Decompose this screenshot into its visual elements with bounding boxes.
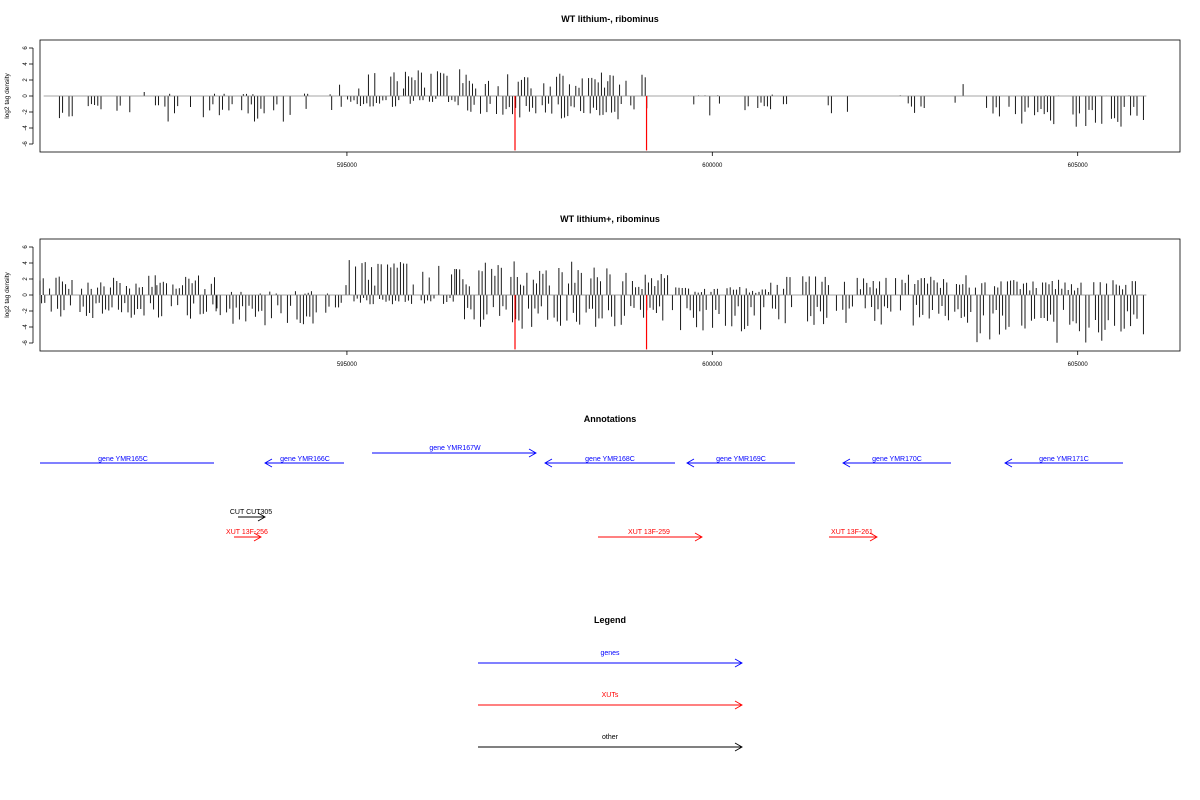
panel-lithium-minus: WT lithium-, ribominus log2 tag density … bbox=[4, 14, 1181, 169]
y-axis: -6 -4 -2 0 2 4 6 bbox=[23, 46, 34, 147]
gene-label: gene YMR171C bbox=[1039, 456, 1089, 463]
feature-label: XUT 13F-256 bbox=[226, 529, 268, 536]
gene-label: gene YMR166C bbox=[280, 456, 330, 463]
x-axis: 595000 600000 605000 bbox=[337, 152, 1088, 169]
arrowhead-right-icon bbox=[734, 700, 743, 710]
arrowhead-right-icon bbox=[528, 448, 537, 458]
y-tick-label: 4 bbox=[23, 261, 29, 265]
x-tick-label: 595000 bbox=[337, 163, 358, 169]
density-bars bbox=[58, 69, 1144, 127]
y-tick-label: -4 bbox=[23, 125, 29, 131]
panel-lithium-plus: WT lithium+, ribominus log2 tag density … bbox=[4, 214, 1181, 368]
x-tick-label: 605000 bbox=[1068, 163, 1089, 169]
gene-ymr169c: gene YMR169C bbox=[686, 456, 795, 468]
legend-title: Legend bbox=[594, 615, 626, 625]
y-axis-label: log2 tag density bbox=[4, 271, 11, 317]
arrowhead-left-icon bbox=[842, 458, 851, 468]
highlight-bars bbox=[514, 96, 648, 151]
arrowhead-right-icon bbox=[694, 532, 703, 542]
gene-ymr168c: gene YMR168C bbox=[544, 456, 675, 468]
legend: Legend genes XUTs other bbox=[478, 615, 743, 752]
y-axis: -6 -4 -2 0 2 4 6 bbox=[23, 245, 34, 346]
xut-13f-256: XUT 13F-256 bbox=[226, 529, 268, 542]
y-tick-label: 2 bbox=[23, 277, 29, 281]
y-tick-label: -2 bbox=[23, 308, 29, 314]
arrowhead-left-icon bbox=[544, 458, 553, 468]
panel-title: WT lithium+, ribominus bbox=[560, 214, 660, 224]
x-tick-label: 605000 bbox=[1068, 362, 1089, 368]
gene-ymr171c: gene YMR171C bbox=[1004, 456, 1123, 468]
gene-label: gene YMR167W bbox=[429, 445, 481, 452]
feature-label: CUT CUT305 bbox=[230, 509, 272, 516]
arrowhead-left-icon bbox=[686, 458, 695, 468]
gene-label: gene YMR170C bbox=[872, 456, 922, 463]
highlight-bars bbox=[514, 295, 648, 350]
gene-label: gene YMR169C bbox=[716, 456, 766, 463]
xut-13f-261: XUT 13F-261 bbox=[829, 529, 878, 542]
arrowhead-right-icon bbox=[869, 532, 878, 542]
arrowhead-left-icon bbox=[1004, 458, 1013, 468]
gene-label: gene YMR168C bbox=[585, 456, 635, 463]
gene-ymr170c: gene YMR170C bbox=[842, 456, 951, 468]
y-axis-label: log2 tag density bbox=[4, 72, 11, 118]
feature-label: XUT 13F-259 bbox=[628, 529, 670, 536]
x-tick-label: 600000 bbox=[702, 163, 723, 169]
arrowhead-right-icon bbox=[253, 532, 262, 542]
panel-title: WT lithium-, ribominus bbox=[561, 14, 659, 24]
y-tick-label: -6 bbox=[23, 340, 29, 346]
x-tick-label: 600000 bbox=[702, 362, 723, 368]
annotations-track: Annotations gene YMR165C gene YMR166C ge… bbox=[40, 414, 1123, 542]
y-tick-label: 2 bbox=[23, 78, 29, 82]
y-tick-label: 0 bbox=[23, 94, 29, 98]
annotations-title: Annotations bbox=[584, 414, 637, 424]
density-bars bbox=[39, 260, 1144, 343]
legend-item-genes: genes bbox=[478, 650, 743, 668]
arrowhead-right-icon bbox=[257, 512, 266, 522]
gene-ymr166c: gene YMR166C bbox=[264, 456, 344, 468]
cut-cut305: CUT CUT305 bbox=[230, 509, 272, 522]
gene-label: gene YMR165C bbox=[98, 456, 148, 463]
legend-item-xuts: XUTs bbox=[478, 692, 743, 710]
y-tick-label: -2 bbox=[23, 109, 29, 115]
gene-ymr167w: gene YMR167W bbox=[372, 445, 537, 458]
legend-label: XUTs bbox=[602, 692, 619, 699]
y-tick-label: 0 bbox=[23, 293, 29, 297]
x-tick-label: 595000 bbox=[337, 362, 358, 368]
xut-13f-259: XUT 13F-259 bbox=[598, 529, 703, 542]
arrowhead-left-icon bbox=[264, 458, 273, 468]
y-tick-label: 4 bbox=[23, 62, 29, 66]
feature-label: XUT 13F-261 bbox=[831, 529, 873, 536]
y-tick-label: 6 bbox=[23, 46, 29, 50]
y-tick-label: -4 bbox=[23, 324, 29, 330]
legend-label: other bbox=[602, 734, 619, 741]
arrowhead-right-icon bbox=[734, 742, 743, 752]
y-tick-label: 6 bbox=[23, 245, 29, 249]
y-tick-label: -6 bbox=[23, 141, 29, 147]
x-axis: 595000 600000 605000 bbox=[337, 351, 1088, 368]
legend-label: genes bbox=[600, 650, 620, 657]
legend-item-other: other bbox=[478, 734, 743, 752]
arrowhead-right-icon bbox=[734, 658, 743, 668]
gene-ymr165c: gene YMR165C bbox=[40, 456, 214, 464]
plot-frame bbox=[39, 39, 1181, 153]
